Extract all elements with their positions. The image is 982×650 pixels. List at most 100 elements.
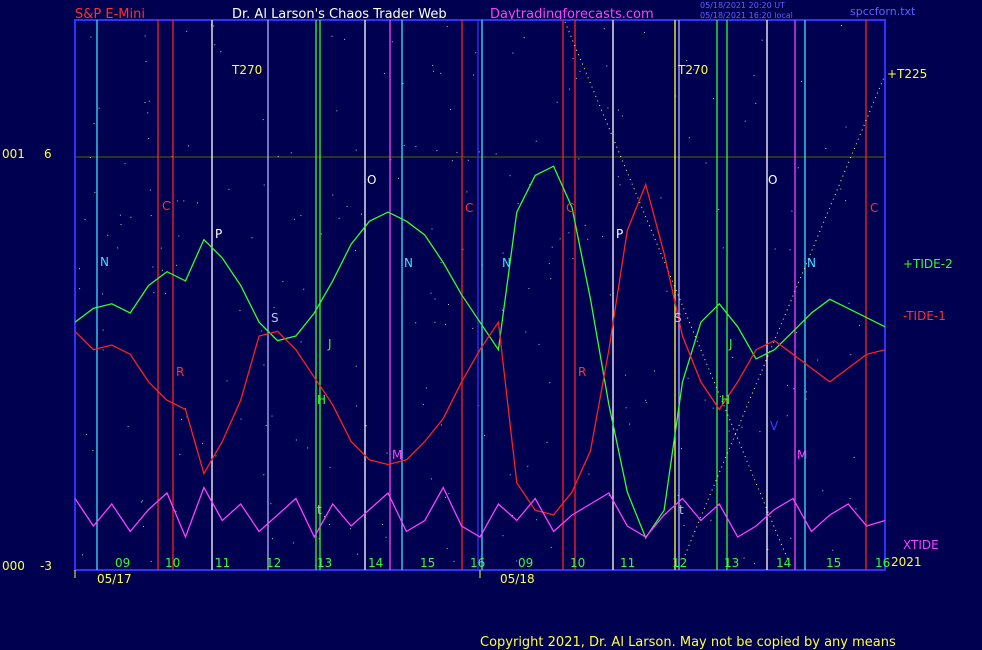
bg-dot xyxy=(853,456,855,458)
bg-dot xyxy=(292,542,294,544)
event-label: t xyxy=(679,503,684,517)
y-bottom-label: -3 xyxy=(40,559,52,573)
bg-dot xyxy=(446,26,448,27)
bg-dot xyxy=(382,524,383,525)
copyright: Copyright 2021, Dr. Al Larson. May not b… xyxy=(480,635,896,650)
bg-dot xyxy=(754,563,755,565)
bg-dot xyxy=(164,293,166,295)
bg-dot xyxy=(712,407,714,409)
event-label: O xyxy=(367,173,376,187)
bg-dot xyxy=(845,126,847,128)
bg-dot xyxy=(538,343,540,345)
bg-dot xyxy=(644,31,645,33)
bg-dot xyxy=(693,69,695,71)
bg-dot xyxy=(102,349,104,351)
bg-dot xyxy=(686,60,688,62)
bg-dot xyxy=(832,549,834,551)
bg-dot xyxy=(214,44,216,46)
bg-dot xyxy=(660,197,662,199)
bg-dot xyxy=(329,466,331,468)
bg-dot xyxy=(90,36,92,38)
bg-dot xyxy=(361,213,363,215)
bg-dot xyxy=(475,52,477,54)
bg-dot xyxy=(602,236,604,238)
bg-dot xyxy=(609,294,611,296)
plot-area xyxy=(74,19,886,571)
bg-dot xyxy=(176,200,178,202)
bg-dot xyxy=(144,35,146,37)
bg-dot xyxy=(688,137,690,139)
bg-dot xyxy=(102,329,104,331)
bg-dot xyxy=(117,247,119,249)
bg-dot xyxy=(441,424,442,426)
bg-dot xyxy=(273,306,275,308)
legend-xtide: XTIDE xyxy=(903,538,939,552)
x-hour-label: 15 xyxy=(420,556,435,570)
bg-dot xyxy=(402,83,404,85)
bg-dot xyxy=(536,519,538,521)
chart-title-center: Dr. Al Larson's Chaos Trader Web xyxy=(232,7,447,22)
event-labels: N C P R S J H O N M C N C R P S J H O V M N Ct t xyxy=(100,173,878,517)
bg-dot xyxy=(603,28,605,30)
bg-dot xyxy=(859,324,861,326)
bg-dot xyxy=(502,535,504,537)
bg-dot xyxy=(525,331,527,333)
bg-dot xyxy=(431,228,433,230)
bg-dot xyxy=(149,189,151,191)
bg-dot xyxy=(130,216,132,218)
tide-series xyxy=(74,165,886,540)
bg-dot xyxy=(755,102,757,104)
bg-dot xyxy=(855,508,857,510)
bg-dot xyxy=(226,380,228,382)
bg-dot xyxy=(84,219,86,220)
bg-dot xyxy=(240,418,242,420)
bg-dot xyxy=(456,151,458,153)
bg-dot xyxy=(572,58,574,60)
event-label: M xyxy=(392,448,402,462)
bg-dot xyxy=(293,218,295,220)
bg-dot xyxy=(434,321,436,323)
event-label: M xyxy=(797,448,807,462)
bg-dot xyxy=(171,156,173,158)
bg-dot xyxy=(120,224,122,225)
event-label: N xyxy=(807,256,816,270)
bg-dot xyxy=(144,102,146,103)
bg-dot xyxy=(687,377,689,379)
bg-dot xyxy=(263,474,265,476)
event-label: C xyxy=(870,201,878,215)
event-label: S xyxy=(674,311,682,325)
bg-dot xyxy=(140,501,142,503)
bg-dot xyxy=(436,150,438,152)
x-hour-label: 10 xyxy=(165,556,180,570)
bg-dot xyxy=(654,370,655,372)
bg-dot xyxy=(681,448,682,450)
event-label: N xyxy=(404,256,413,270)
bg-dot xyxy=(260,330,262,332)
bg-dot xyxy=(307,447,309,449)
bg-dot xyxy=(239,310,241,311)
bg-dot xyxy=(94,191,96,193)
bg-dot xyxy=(183,200,185,202)
bg-dot xyxy=(391,41,393,43)
bg-dot xyxy=(743,557,745,559)
bg-dot xyxy=(79,268,80,270)
bg-dot xyxy=(473,74,474,76)
event-label: R xyxy=(176,365,184,379)
bg-dot xyxy=(791,210,793,212)
bg-dot xyxy=(453,560,455,562)
x-hour-label: 12 xyxy=(672,556,687,570)
bg-dot xyxy=(79,288,81,290)
bg-dot xyxy=(467,159,469,161)
bg-dot xyxy=(175,511,177,513)
bg-dot xyxy=(318,538,320,540)
bg-dot xyxy=(787,384,789,386)
bg-dot xyxy=(472,327,474,329)
site-link[interactable]: Daytradingforecasts.com xyxy=(490,7,654,22)
bg-dot xyxy=(587,238,589,240)
bg-dot xyxy=(759,431,761,433)
bg-dot xyxy=(625,407,627,409)
bg-dot xyxy=(153,292,155,294)
bg-dot xyxy=(215,455,217,457)
event-lines xyxy=(96,20,867,570)
